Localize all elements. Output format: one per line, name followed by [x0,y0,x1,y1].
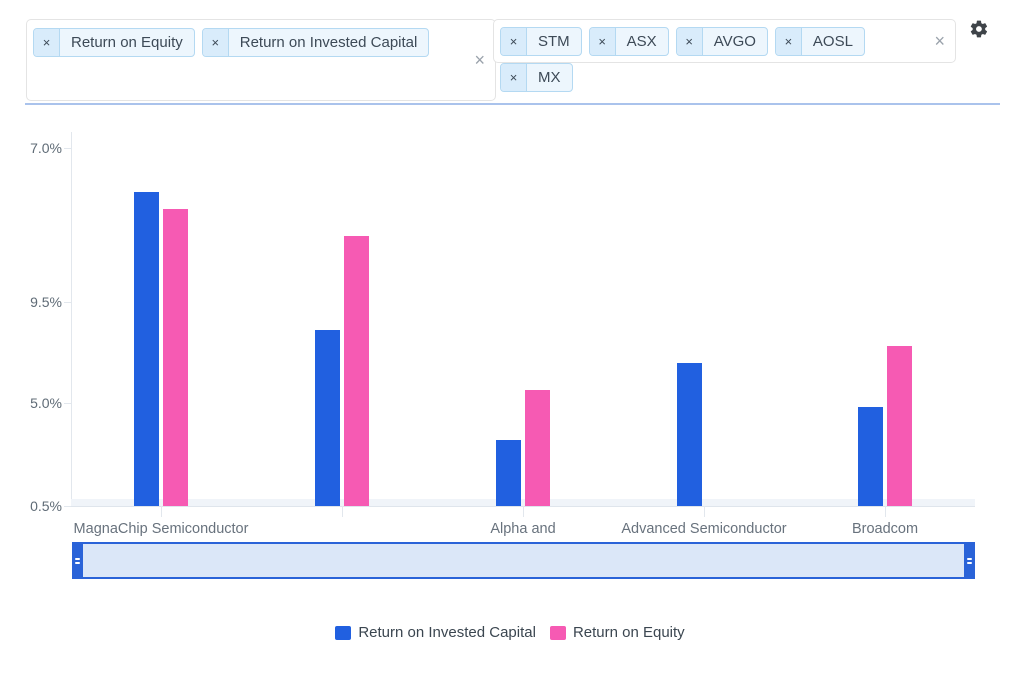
legend-swatch-icon [549,625,566,640]
chip-remove-icon[interactable]: × [589,28,616,55]
range-navigator-slider[interactable] [72,542,975,579]
y-axis-tick-label: 7.0% [30,140,62,156]
ticker-chip[interactable]: × AVGO [675,27,768,56]
x-axis-tick-mark [342,506,343,517]
y-axis-line [71,132,72,507]
slider-right-handle[interactable] [964,542,975,579]
chip-remove-icon[interactable]: × [501,64,527,91]
legend-swatch-icon [335,625,352,640]
metrics-chip-list: × Return on Equity × Return on Invested Cap… [33,28,467,57]
ticker-chip[interactable]: × ASX [588,27,669,56]
ticker-chip-label: AOSL [812,33,853,50]
x-axis-category-label: Alpha and [490,521,556,537]
ticker-chip-label: ASX [626,33,657,50]
x-axis-category-label: Advanced Semiconductor [621,521,787,537]
chip-remove-icon[interactable]: × [775,28,802,55]
chart-bar[interactable] [676,363,702,506]
y-axis-tick-mark [64,506,71,507]
x-axis-category-label: Broadcom [851,521,919,537]
tickers-multiselect[interactable]: × STM × ASX × AVGO × AOSL × MX × [493,19,956,92]
ticker-chip[interactable]: × AOSL [774,27,865,56]
x-axis-category-label: MagnaChip Semiconductor [73,521,249,537]
metric-chip-label: Return on Invested Capital [239,34,418,51]
metrics-clear-icon[interactable]: × [474,50,485,70]
grip-icon [967,557,972,564]
y-axis-tick-label: 5.0% [30,395,62,411]
legend-item[interactable]: Return on Equity [549,624,685,641]
y-axis-tick-label: 0.5% [30,498,62,514]
legend-label: Return on Invested Capital [358,624,536,641]
ticker-chip[interactable]: × STM [500,27,582,56]
metrics-multiselect[interactable]: × Return on Equity × Return on Invested Cap… [26,19,496,101]
chart-bar[interactable] [315,330,341,506]
chart-bar[interactable] [886,346,912,506]
x-axis-tick-mark [161,506,162,517]
y-axis-tick-mark [64,403,71,404]
chart-legend: Return on Invested Capital Return on Equi… [0,624,1020,641]
chip-remove-icon[interactable]: × [202,29,229,56]
x-axis-tick-mark [523,506,524,517]
chart-bar[interactable] [344,236,370,506]
grip-icon [75,557,80,564]
chart-bar[interactable] [857,407,883,506]
chip-remove-icon[interactable]: × [501,28,527,55]
baseline-band [71,499,975,507]
chip-remove-icon[interactable]: × [34,29,60,56]
metric-chip[interactable]: × Return on Equity [33,28,195,57]
chart-bar[interactable] [525,390,550,506]
metric-chip-label: Return on Equity [71,34,183,51]
tickers-chip-list: × STM × ASX × AVGO × AOSL × MX [500,27,927,92]
x-axis-tick-mark [885,506,886,517]
metric-chip[interactable]: × Return on Invested Capital [201,28,430,57]
ticker-chip-label: AVGO [713,33,756,50]
y-axis-tick-mark [64,148,71,149]
slider-left-handle[interactable] [72,542,83,579]
ticker-chip-label: STM [538,33,570,50]
settings-gear-icon[interactable] [969,19,989,39]
x-axis-tick-mark [704,506,705,517]
ticker-chip[interactable]: × MX [500,63,573,92]
chart-bar[interactable] [163,209,189,506]
y-axis-tick-mark [64,302,71,303]
chart-bar[interactable] [496,440,521,506]
y-axis-tick-label: 9.5% [30,294,62,310]
chip-remove-icon[interactable]: × [676,28,703,55]
legend-item[interactable]: Return on Invested Capital [335,624,536,641]
legend-label: Return on Equity [572,624,685,641]
header-divider [25,103,1000,105]
ticker-chip-label: MX [538,69,561,86]
chart-bar[interactable] [134,192,160,506]
tickers-clear-icon[interactable]: × [934,31,945,51]
